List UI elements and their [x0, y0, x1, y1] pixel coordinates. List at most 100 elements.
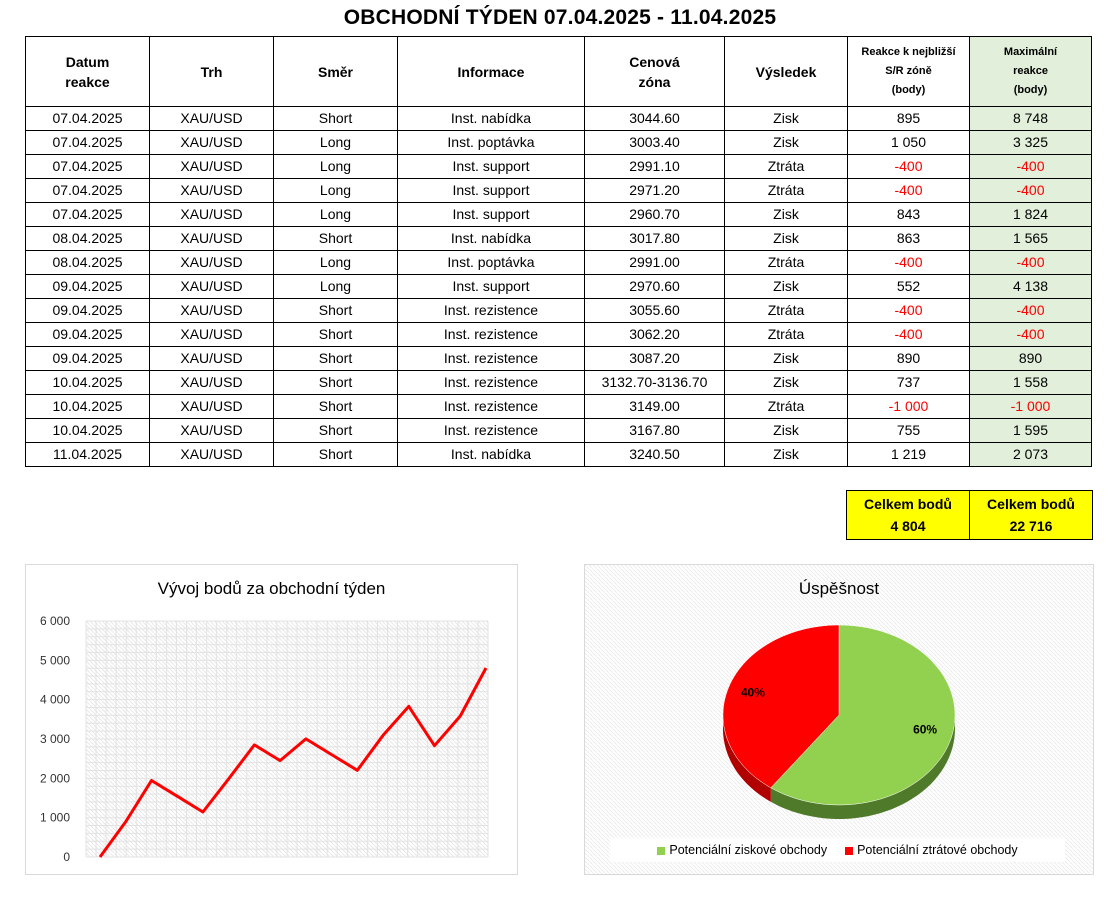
cell-market: XAU/USD — [150, 155, 274, 179]
cell-info: Inst. poptávka — [398, 131, 585, 155]
cell-zone: 3167.80 — [585, 419, 725, 443]
cell-market: XAU/USD — [150, 419, 274, 443]
cell-date: 09.04.2025 — [26, 323, 150, 347]
cell-zone: 3240.50 — [585, 443, 725, 467]
cell-reaction: 755 — [848, 419, 970, 443]
y-tick-label: 1 000 — [40, 811, 70, 825]
header-max: Maximálníreakce(body) — [970, 37, 1092, 107]
cell-market: XAU/USD — [150, 347, 274, 371]
cell-date: 09.04.2025 — [26, 275, 150, 299]
cell-result: Ztráta — [725, 155, 848, 179]
cell-result: Ztráta — [725, 251, 848, 275]
y-tick-label: 5 000 — [40, 653, 70, 667]
cell-result: Ztráta — [725, 323, 848, 347]
header-trh: Trh — [150, 37, 274, 107]
cell-zone: 2991.00 — [585, 251, 725, 275]
table-row: 10.04.2025XAU/USDShortInst. rezistence31… — [26, 419, 1092, 443]
cell-max: -400 — [970, 323, 1092, 347]
table-row: 08.04.2025XAU/USDShortInst. nabídka3017.… — [26, 227, 1092, 251]
cell-info: Inst. rezistence — [398, 299, 585, 323]
cell-direction: Short — [274, 443, 398, 467]
cell-result: Ztráta — [725, 179, 848, 203]
cell-date: 10.04.2025 — [26, 419, 150, 443]
cell-max: 890 — [970, 347, 1092, 371]
cell-zone: 2971.20 — [585, 179, 725, 203]
cell-result: Zisk — [725, 371, 848, 395]
cell-max: -1 000 — [970, 395, 1092, 419]
cell-reaction: 895 — [848, 107, 970, 131]
cell-market: XAU/USD — [150, 275, 274, 299]
cell-result: Ztráta — [725, 299, 848, 323]
cell-date: 07.04.2025 — [26, 131, 150, 155]
totals-reaction-cell: Celkem bodů4 804 — [847, 491, 970, 540]
cell-max: 4 138 — [970, 275, 1092, 299]
pie-legend: Potenciální ziskové obchody Potenciální … — [610, 838, 1065, 862]
cell-result: Zisk — [725, 275, 848, 299]
totals-reaction: Celkem bodů4 804 — [846, 490, 970, 540]
trades-table: Datumreakce Trh Směr Informace Cenovázón… — [25, 36, 1092, 467]
cell-reaction: 843 — [848, 203, 970, 227]
cell-market: XAU/USD — [150, 443, 274, 467]
cell-result: Zisk — [725, 227, 848, 251]
cell-result: Zisk — [725, 131, 848, 155]
cell-reaction: -1 000 — [848, 395, 970, 419]
table-row: 07.04.2025XAU/USDShortInst. nabídka3044.… — [26, 107, 1092, 131]
table-row: 07.04.2025XAU/USDLongInst. support2991.1… — [26, 155, 1092, 179]
cell-date: 10.04.2025 — [26, 395, 150, 419]
cell-max: -400 — [970, 299, 1092, 323]
table-row: 09.04.2025XAU/USDShortInst. rezistence30… — [26, 299, 1092, 323]
cell-zone: 3044.60 — [585, 107, 725, 131]
cell-info: Inst. support — [398, 275, 585, 299]
pie-chart-svg: 60% 40% — [585, 565, 1093, 874]
cell-result: Zisk — [725, 443, 848, 467]
header-datum: Datumreakce — [26, 37, 150, 107]
pie-slice-profit-label: 60% — [913, 722, 937, 736]
cell-direction: Long — [274, 251, 398, 275]
y-tick-label: 2 000 — [40, 771, 70, 785]
cell-max: -400 — [970, 251, 1092, 275]
cell-zone: 3003.40 — [585, 131, 725, 155]
cell-info: Inst. support — [398, 155, 585, 179]
y-tick-label: 4 000 — [40, 693, 70, 707]
totals-max: Celkem bodů22 716 — [969, 490, 1093, 540]
cell-date: 07.04.2025 — [26, 203, 150, 227]
cell-market: XAU/USD — [150, 203, 274, 227]
cell-direction: Long — [274, 155, 398, 179]
pie-slice-loss-label: 40% — [741, 686, 765, 700]
cell-max: -400 — [970, 155, 1092, 179]
cell-date: 08.04.2025 — [26, 251, 150, 275]
cell-market: XAU/USD — [150, 131, 274, 155]
y-tick-label: 6 000 — [40, 614, 70, 628]
cell-zone: 2960.70 — [585, 203, 725, 227]
cell-direction: Short — [274, 371, 398, 395]
cell-market: XAU/USD — [150, 179, 274, 203]
table-row: 09.04.2025XAU/USDShortInst. rezistence30… — [26, 323, 1092, 347]
header-reakce: Reakce k nejbližšíS/R zóně(body) — [848, 37, 970, 107]
cell-reaction: -400 — [848, 299, 970, 323]
cell-info: Inst. support — [398, 203, 585, 227]
cell-reaction: 552 — [848, 275, 970, 299]
cell-zone: 3149.00 — [585, 395, 725, 419]
cell-market: XAU/USD — [150, 251, 274, 275]
y-tick-label: 0 — [63, 850, 70, 864]
header-zona: Cenovázóna — [585, 37, 725, 107]
cell-max: 1 595 — [970, 419, 1092, 443]
cell-result: Ztráta — [725, 395, 848, 419]
legend-item-loss: Potenciální ztrátové obchody — [845, 843, 1018, 857]
line-chart: Vývoj bodů za obchodní týden 01 0002 000… — [25, 564, 518, 875]
cell-zone: 2970.60 — [585, 275, 725, 299]
cell-max: 3 325 — [970, 131, 1092, 155]
cell-date: 11.04.2025 — [26, 443, 150, 467]
cell-max: 8 748 — [970, 107, 1092, 131]
cell-result: Zisk — [725, 347, 848, 371]
cell-zone: 3017.80 — [585, 227, 725, 251]
table-row: 09.04.2025XAU/USDLongInst. support2970.6… — [26, 275, 1092, 299]
cell-market: XAU/USD — [150, 107, 274, 131]
header-informace: Informace — [398, 37, 585, 107]
line-chart-svg: 01 0002 0003 0004 0005 0006 000 — [26, 565, 517, 874]
cell-reaction: 1 219 — [848, 443, 970, 467]
cell-info: Inst. poptávka — [398, 251, 585, 275]
cell-zone: 3132.70-3136.70 — [585, 371, 725, 395]
cell-reaction: 1 050 — [848, 131, 970, 155]
cell-result: Zisk — [725, 203, 848, 227]
